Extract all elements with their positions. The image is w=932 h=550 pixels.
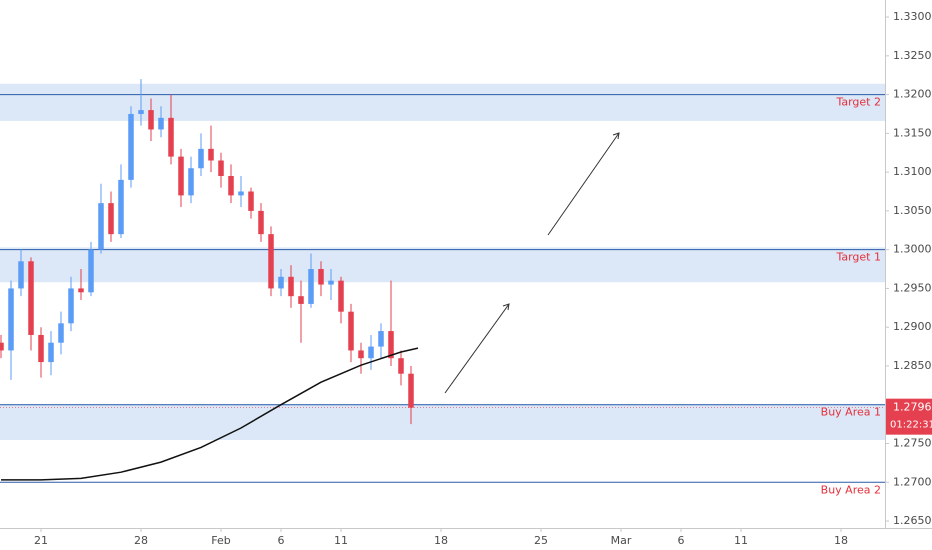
candle-body — [388, 331, 394, 359]
y-tick-label: 1.32500 — [893, 49, 932, 62]
candle-body — [0, 342, 4, 351]
x-tick-label: 18 — [434, 534, 448, 547]
x-tick-label: 6 — [678, 534, 685, 547]
y-tick-label: 1.27000 — [893, 475, 932, 488]
x-tick-label: 18 — [834, 534, 848, 547]
x-tick-label: 25 — [534, 534, 548, 547]
y-tick-label: 1.31500 — [893, 126, 932, 139]
x-tick-label: 28 — [134, 534, 148, 547]
arrow-head — [502, 303, 510, 311]
y-tick-label: 1.32000 — [893, 88, 932, 101]
candle-body — [108, 203, 114, 235]
arrows — [444, 132, 620, 394]
arrow-head — [612, 132, 620, 140]
candle-body — [178, 156, 184, 196]
candle-body — [128, 113, 134, 180]
candle-body — [88, 249, 94, 293]
candle-body — [378, 331, 384, 347]
y-tick-label: 1.33000 — [893, 10, 932, 23]
x-tick-label: 21 — [34, 534, 48, 547]
level-label: Buy Area 1 — [821, 406, 881, 419]
x-tick-label: Mar — [611, 534, 632, 547]
candle-body — [208, 148, 214, 161]
candle-body — [138, 110, 144, 114]
x-tick-label: 11 — [334, 534, 348, 547]
y-tick-label: 1.29000 — [893, 320, 932, 333]
y-tick-label: 1.28500 — [893, 359, 932, 372]
level-label: Target 2 — [835, 96, 881, 109]
y-tick-label: 1.30500 — [893, 204, 932, 217]
zones: Target 2 Target 1 Buy Area 1 Buy Area 2 — [0, 83, 885, 496]
y-tick-label: 1.26500 — [893, 514, 932, 527]
level-label: Buy Area 2 — [821, 483, 881, 496]
candle-body — [338, 280, 344, 312]
candle-body — [198, 148, 204, 169]
x-tick-label: 11 — [734, 534, 748, 547]
candle-body — [158, 117, 164, 130]
candle-body — [38, 334, 44, 363]
axes: 1.33000 1.32500 1.32000 1.31500 1.31000 1.305… — [34, 10, 932, 547]
candle-body — [48, 342, 54, 363]
candle-body — [398, 358, 404, 374]
candle-body — [318, 269, 324, 285]
candle-body — [218, 160, 224, 176]
plot — [0, 79, 419, 481]
candle-body — [148, 110, 154, 130]
price-badge-label: 1.27962 — [893, 401, 932, 414]
arrow — [547, 132, 620, 236]
candle-body — [298, 296, 304, 304]
arrow — [444, 303, 510, 394]
countdown: 01:22:31 — [890, 420, 932, 431]
candle-body — [68, 288, 74, 324]
y-tick-label: 1.30000 — [893, 243, 932, 256]
zone — [0, 83, 885, 121]
candle-body — [188, 168, 194, 196]
candle-body — [248, 191, 254, 211]
y-tick-label: 1.27500 — [893, 436, 932, 449]
candle-body — [78, 288, 84, 293]
candle-body — [348, 311, 354, 351]
candle-body — [288, 276, 294, 297]
candle-body — [228, 176, 234, 196]
moving-average — [1, 347, 419, 481]
zone — [0, 247, 885, 283]
candle-body — [358, 350, 364, 359]
candle-body — [328, 280, 334, 285]
candle-body — [168, 117, 174, 157]
candle-body — [98, 203, 104, 250]
x-tick-label: Feb — [211, 534, 230, 547]
candle-body — [278, 276, 284, 289]
price-badge — [886, 398, 932, 435]
candle-body — [268, 234, 274, 289]
y-tick-label: 1.31000 — [893, 165, 932, 178]
candle-body — [18, 261, 24, 289]
level-label: Target 1 — [835, 251, 881, 264]
candle-body — [408, 373, 414, 408]
candle-body — [368, 346, 374, 359]
candle-body — [8, 288, 14, 351]
candle-body — [308, 269, 314, 304]
y-tick-label: 1.29500 — [893, 281, 932, 294]
x-tick-label: 6 — [278, 534, 285, 547]
zone — [0, 403, 885, 440]
candle-body — [28, 261, 34, 335]
candle-body — [238, 191, 244, 196]
candle-body — [58, 323, 64, 343]
candle-body — [258, 210, 264, 235]
candle-body — [118, 179, 124, 235]
